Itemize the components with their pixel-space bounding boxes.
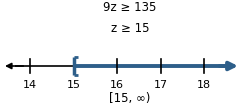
Text: 16: 16 xyxy=(110,80,124,90)
Text: 15: 15 xyxy=(67,80,81,90)
Text: 18: 18 xyxy=(197,80,211,90)
Text: z ≥ 15: z ≥ 15 xyxy=(111,22,149,35)
Text: 9z ≥ 135: 9z ≥ 135 xyxy=(104,1,157,14)
Text: [15, ∞): [15, ∞) xyxy=(110,92,151,105)
Text: 14: 14 xyxy=(23,80,37,90)
Text: 17: 17 xyxy=(154,80,168,90)
